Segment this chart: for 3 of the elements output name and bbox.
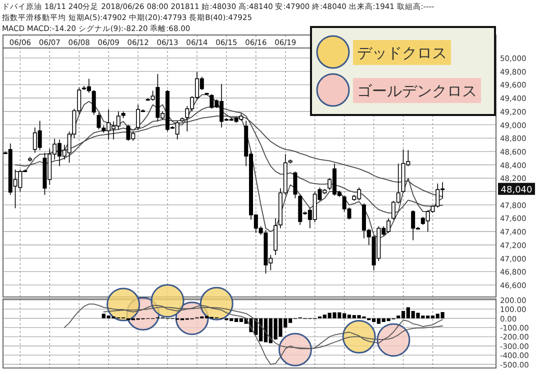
legend-label: ゴールデンクロス	[357, 82, 477, 100]
legend-label: デッドクロス	[357, 44, 447, 62]
text: 48,040	[500, 185, 533, 196]
